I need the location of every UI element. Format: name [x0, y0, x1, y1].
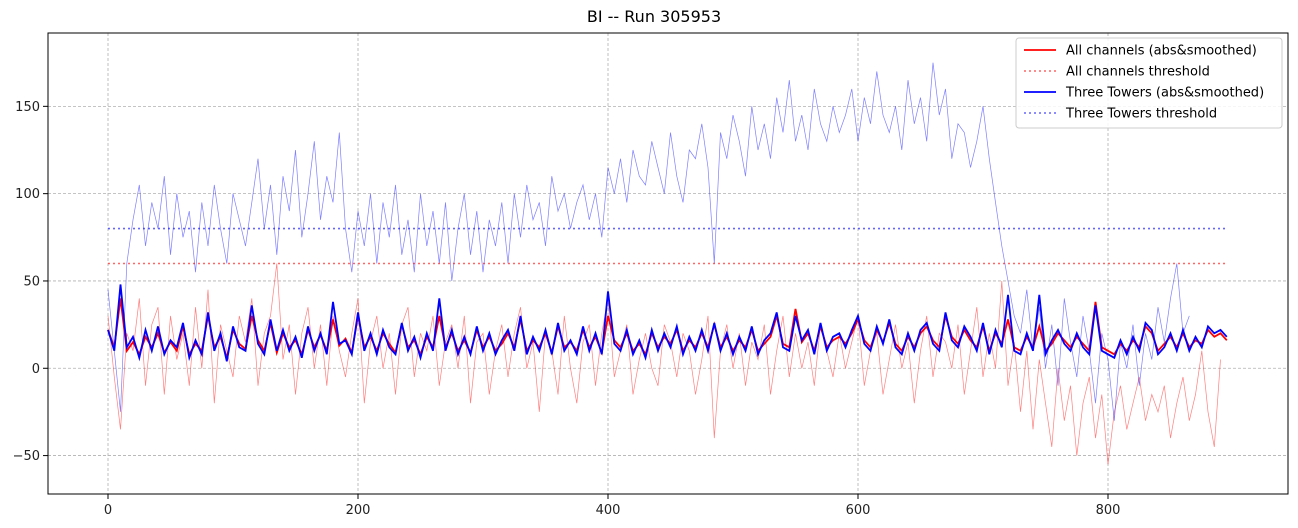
tick-layer: 0 200 400 600 800 −50 0 50 100 150 — [13, 100, 1121, 518]
x-tick-label: 800 — [1096, 503, 1121, 518]
plot-frame — [47, 32, 1289, 495]
background-series-layer — [107, 62, 1221, 465]
smoothed-series-line — [107, 284, 1228, 362]
legend-label: All channels (abs&smoothed) — [1066, 44, 1257, 59]
chart-title: BI -- Run 305953 — [587, 7, 721, 26]
raw-signal-line — [107, 263, 1221, 465]
y-tick-label: 150 — [15, 100, 40, 115]
legend-label: Three Towers threshold — [1065, 107, 1217, 122]
legend-label: Three Towers (abs&smoothed) — [1065, 86, 1264, 101]
x-tick-label: 0 — [104, 503, 112, 518]
legend-box — [1015, 37, 1283, 129]
raw-signal-line — [107, 62, 1190, 421]
y-tick-label: 100 — [15, 187, 40, 202]
x-tick-label: 600 — [846, 503, 871, 518]
legend-label: All channels threshold — [1066, 65, 1210, 80]
y-tick-label: 50 — [23, 274, 40, 289]
series-layer — [107, 227, 1228, 362]
y-tick-label: 0 — [32, 362, 40, 377]
x-tick-label: 200 — [346, 503, 371, 518]
y-tick-label: −50 — [13, 449, 40, 464]
x-tick-label: 400 — [596, 503, 621, 518]
legend: All channels (abs&smoothed) All channels … — [1015, 37, 1283, 129]
